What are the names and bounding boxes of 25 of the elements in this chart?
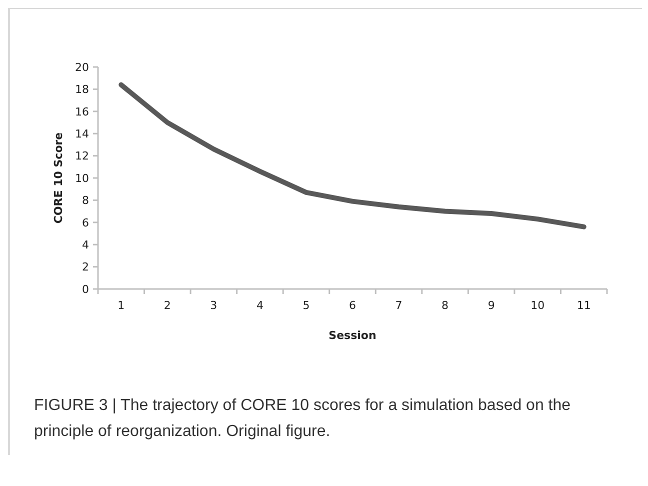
x-axis-title: Session <box>328 329 376 342</box>
x-tick-label: 6 <box>349 299 356 312</box>
y-tick-label: 4 <box>82 238 89 252</box>
y-tick-label: 12 <box>75 150 89 163</box>
y-tick-label: 16 <box>75 105 89 118</box>
x-tick-label: 5 <box>302 299 310 312</box>
caption: FIGURE 3 | The trajectory of CORE 10 scores for a simulation based on the principle of reorganization. Original figure. <box>33 396 572 442</box>
y-tick-label: 0 <box>82 282 89 296</box>
x-tick-label: 7 <box>395 299 402 312</box>
x-tick-label: 11 <box>576 299 591 312</box>
x-tick-label: 2 <box>164 299 171 312</box>
x-tick-label: 4 <box>256 299 264 312</box>
x-tick-label: 10 <box>530 299 545 312</box>
x-tick-label: 3 <box>210 299 218 312</box>
y-tick-label: 10 <box>75 172 89 185</box>
x-tick-label: 8 <box>442 299 449 312</box>
y-tick-label: 8 <box>82 194 89 208</box>
y-axis-title: CORE 10 Score <box>52 132 65 224</box>
y-tick-label: 20 <box>75 60 89 74</box>
y-tick-label: 18 <box>75 83 89 96</box>
y-tick-label: 2 <box>82 260 89 274</box>
y-tick-label: 6 <box>82 216 89 230</box>
y-tick-label: 14 <box>75 127 89 140</box>
x-tick-label: 9 <box>488 299 495 312</box>
x-tick-label: 1 <box>118 299 125 312</box>
